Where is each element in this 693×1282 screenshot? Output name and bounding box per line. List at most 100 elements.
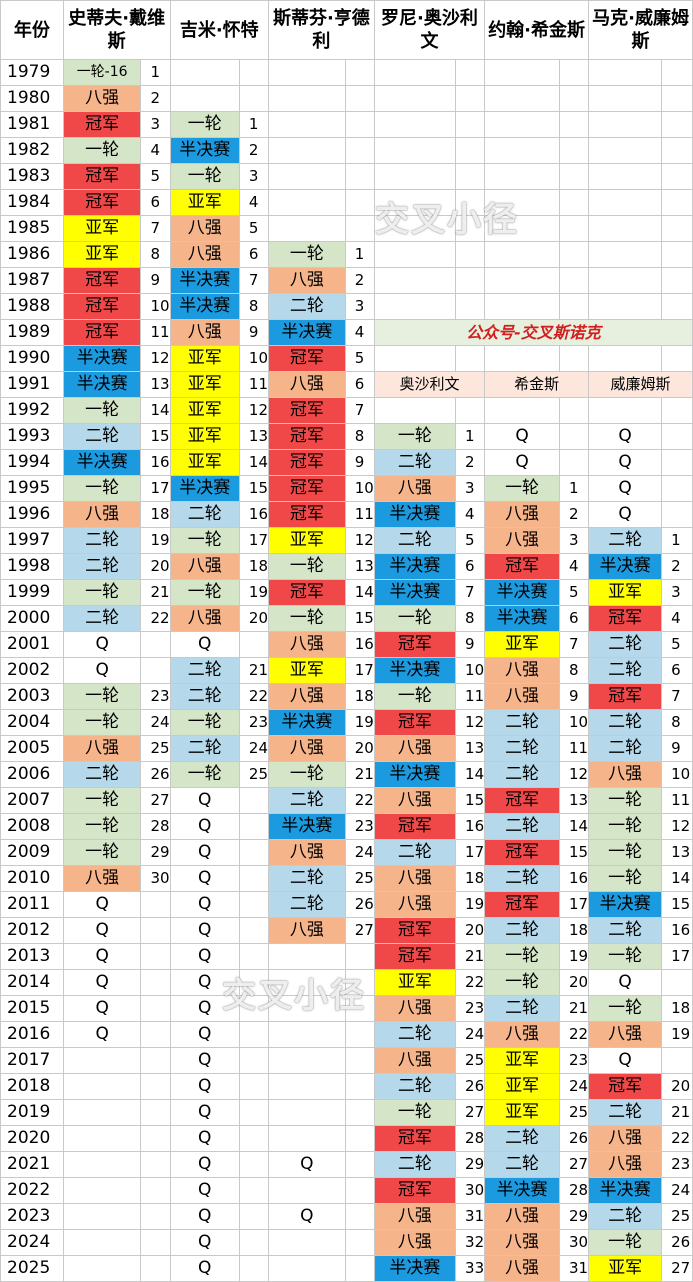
appearance-count: 22 bbox=[140, 605, 171, 632]
result-cell: 亚军 bbox=[169, 189, 240, 216]
appearance-count bbox=[455, 85, 486, 112]
result-cell bbox=[169, 85, 240, 112]
appearance-count: 13 bbox=[558, 787, 590, 814]
appearance-count: 27 bbox=[661, 1255, 693, 1282]
appearance-count: 11 bbox=[455, 683, 486, 710]
appearance-count bbox=[238, 1125, 270, 1152]
result-cell bbox=[373, 267, 457, 294]
appearance-count: 13 bbox=[661, 839, 693, 866]
appearance-count: 21 bbox=[344, 761, 375, 788]
appearance-count: 6 bbox=[140, 189, 171, 216]
table-row: 2023 Q Q 八强 31 八强 29 二轮 25 bbox=[0, 1203, 693, 1230]
table-row: 2005 八强 25 二轮 24 八强 20 八强 13 二轮 11 二轮 9 bbox=[0, 735, 693, 762]
table-row: 2024 Q 八强 32 八强 30 一轮 26 bbox=[0, 1229, 693, 1256]
result-cell: 冠军 bbox=[62, 189, 142, 216]
appearance-count: 25 bbox=[238, 761, 270, 788]
appearance-count: 10 bbox=[455, 657, 486, 684]
appearance-count bbox=[140, 891, 171, 918]
result-cell: 冠军 bbox=[62, 293, 142, 320]
appearance-count: 26 bbox=[455, 1073, 486, 1100]
appearance-count: 20 bbox=[558, 969, 590, 996]
appearance-count bbox=[455, 397, 486, 424]
appearance-count bbox=[344, 943, 375, 970]
sub-header-osullivan: 奥沙利文 bbox=[373, 371, 486, 398]
appearance-count: 24 bbox=[238, 735, 270, 762]
header-higgins: 约翰·希金斯 bbox=[484, 0, 590, 60]
result-cell: 冠军 bbox=[484, 787, 560, 814]
result-cell: 冠军 bbox=[62, 319, 142, 346]
result-cell: 半决赛 bbox=[169, 475, 240, 502]
appearance-count: 20 bbox=[455, 917, 486, 944]
result-cell: 八强 bbox=[169, 319, 240, 346]
appearance-count: 22 bbox=[661, 1125, 693, 1152]
result-cell: 二轮 bbox=[588, 527, 663, 554]
result-cell bbox=[588, 59, 663, 86]
appearance-count bbox=[558, 189, 590, 216]
result-cell: 二轮 bbox=[484, 709, 560, 736]
result-cell bbox=[62, 1073, 142, 1100]
result-cell: 一轮 bbox=[62, 813, 142, 840]
appearance-count bbox=[558, 163, 590, 190]
table-row: 2007 一轮 27 Q 二轮 22 八强 15 冠军 13 一轮 11 bbox=[0, 787, 693, 814]
appearance-count bbox=[344, 1125, 375, 1152]
appearance-count: 11 bbox=[661, 787, 693, 814]
appearance-count: 7 bbox=[238, 267, 270, 294]
year-cell: 2022 bbox=[0, 1177, 64, 1204]
table-row: 2000 二轮 22 八强 20 一轮 15 一轮 8 半决赛 6 冠军 4 bbox=[0, 605, 693, 632]
appearance-count: 13 bbox=[455, 735, 486, 762]
result-cell: 二轮 bbox=[588, 1203, 663, 1230]
table-row: 1988 冠军 10 半决赛 8 二轮 3 bbox=[0, 293, 693, 320]
result-cell: Q bbox=[62, 891, 142, 918]
result-cell: 二轮 bbox=[62, 605, 142, 632]
appearance-count: 5 bbox=[238, 215, 270, 242]
result-cell bbox=[373, 137, 457, 164]
appearance-count: 17 bbox=[140, 475, 171, 502]
result-cell: 二轮 bbox=[169, 735, 240, 762]
appearance-count: 11 bbox=[558, 735, 590, 762]
appearance-count bbox=[344, 111, 375, 138]
result-cell: 二轮 bbox=[373, 1021, 457, 1048]
appearance-count: 8 bbox=[661, 709, 693, 736]
result-cell: 一轮 bbox=[268, 761, 346, 788]
appearance-count: 4 bbox=[140, 137, 171, 164]
result-cell: 八强 bbox=[268, 683, 346, 710]
year-cell: 1996 bbox=[0, 501, 64, 528]
result-cell: 冠军 bbox=[268, 449, 346, 476]
result-cell: 二轮 bbox=[373, 839, 457, 866]
table-row: 2002 Q 二轮 21 亚军 17 半决赛 10 八强 8 二轮 6 bbox=[0, 657, 693, 684]
appearance-count bbox=[558, 111, 590, 138]
result-cell bbox=[268, 215, 346, 242]
year-cell: 2016 bbox=[0, 1021, 64, 1048]
appearance-count: 4 bbox=[661, 605, 693, 632]
result-cell: Q bbox=[268, 1151, 346, 1178]
year-cell: 2015 bbox=[0, 995, 64, 1022]
result-cell: 八强 bbox=[373, 891, 457, 918]
result-cell bbox=[268, 1229, 346, 1256]
result-cell bbox=[268, 189, 346, 216]
result-cell: 冠军 bbox=[373, 631, 457, 658]
appearance-count: 19 bbox=[344, 709, 375, 736]
year-cell: 2021 bbox=[0, 1151, 64, 1178]
appearance-count: 4 bbox=[238, 189, 270, 216]
result-cell: Q bbox=[169, 1203, 240, 1230]
result-cell: 冠军 bbox=[268, 475, 346, 502]
result-cell: 一轮 bbox=[62, 137, 142, 164]
result-cell bbox=[373, 163, 457, 190]
appearance-count: 7 bbox=[661, 683, 693, 710]
appearance-count: 6 bbox=[558, 605, 590, 632]
appearance-count bbox=[238, 1073, 270, 1100]
result-cell: 半决赛 bbox=[373, 761, 457, 788]
appearance-count: 30 bbox=[558, 1229, 590, 1256]
result-cell: 八强 bbox=[373, 787, 457, 814]
result-cell: 一轮 bbox=[373, 1099, 457, 1126]
appearance-count bbox=[558, 59, 590, 86]
appearance-count bbox=[344, 1099, 375, 1126]
result-cell: 一轮 bbox=[588, 995, 663, 1022]
appearance-count bbox=[661, 267, 693, 294]
appearance-count bbox=[661, 969, 693, 996]
appearance-count bbox=[661, 501, 693, 528]
result-cell: 半决赛 bbox=[484, 1177, 560, 1204]
result-cell bbox=[268, 1047, 346, 1074]
result-cell bbox=[268, 1255, 346, 1282]
appearance-count: 2 bbox=[661, 553, 693, 580]
